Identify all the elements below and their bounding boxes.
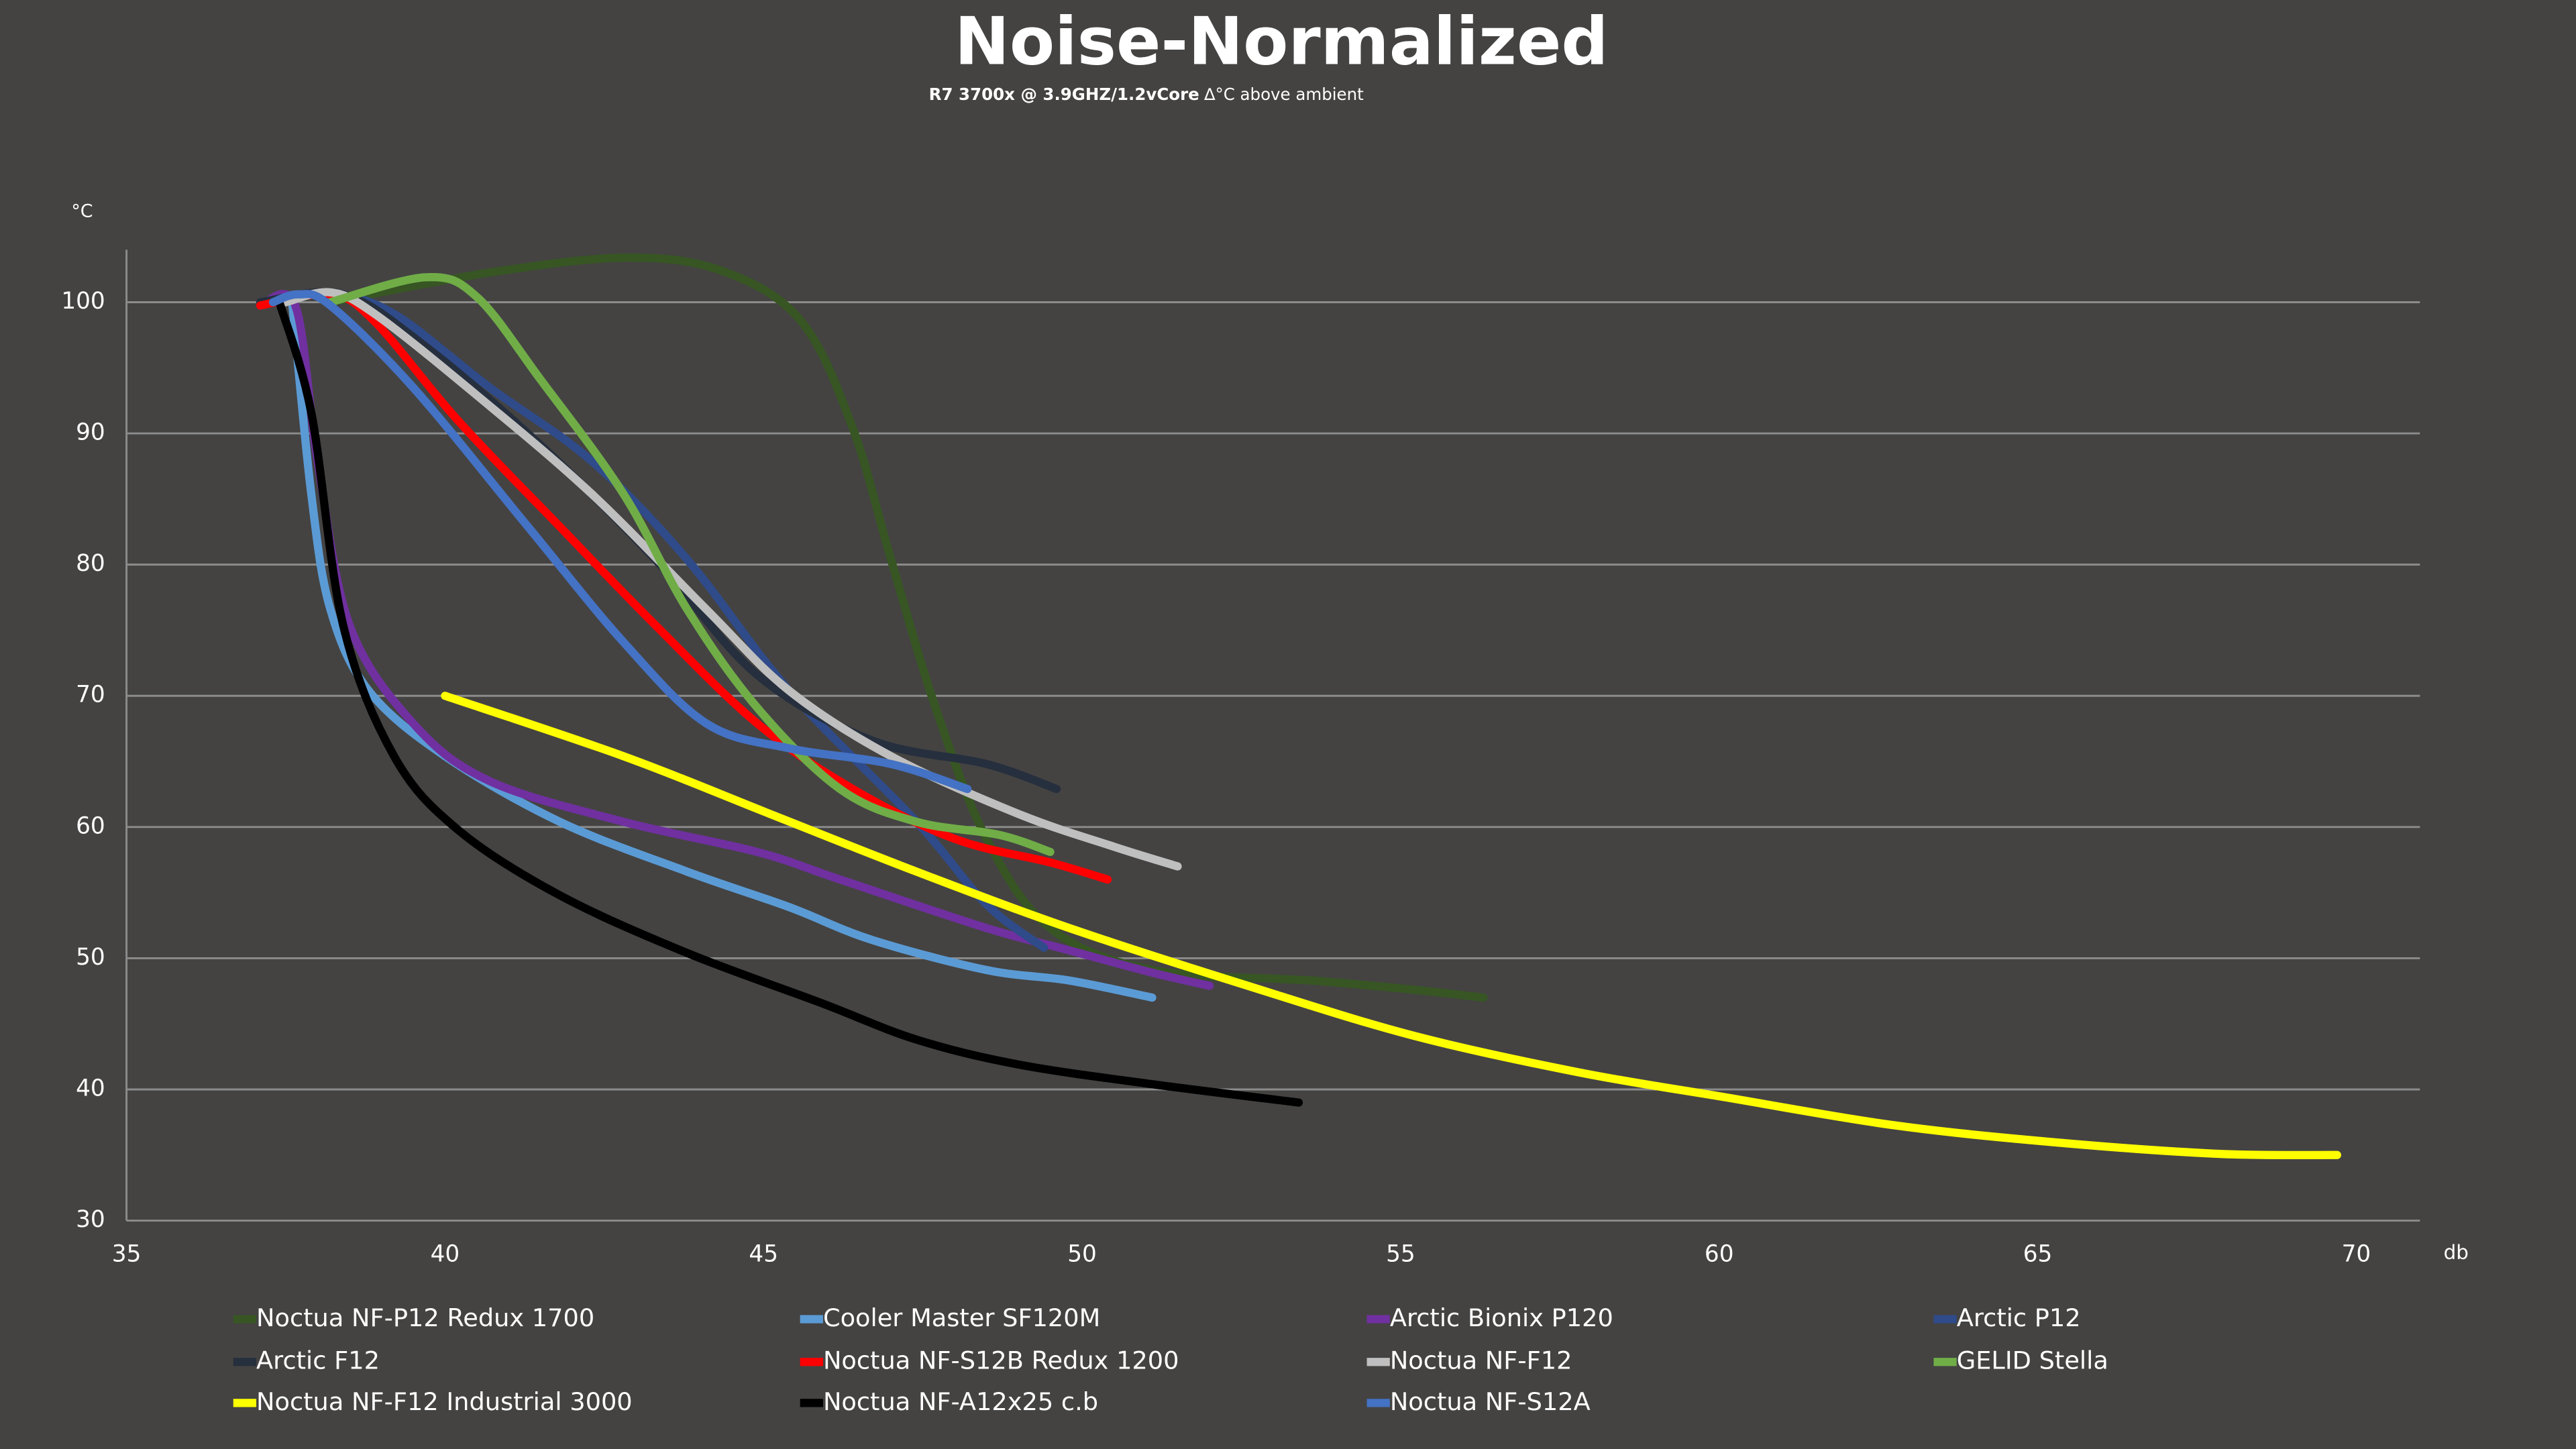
x-tick-label: 40	[431, 1241, 460, 1268]
x-tick-label: 55	[1386, 1241, 1415, 1268]
legend-label: Noctua NF-F12 Industrial 3000	[256, 1387, 633, 1416]
x-tick-label: 60	[1705, 1241, 1734, 1268]
x-tick-label: 35	[112, 1241, 142, 1268]
legend-label: GELID Stella	[1957, 1346, 2108, 1375]
x-tick-label: 65	[2023, 1241, 2053, 1268]
series-line	[275, 298, 1303, 1107]
series-line	[326, 273, 1055, 857]
y-tick-label: 30	[76, 1206, 105, 1233]
y-tick-label: 40	[76, 1075, 105, 1102]
legend-label: Arctic P12	[1957, 1303, 2081, 1332]
series-line	[326, 253, 1488, 1002]
series-line	[256, 290, 1049, 952]
x-axis-label: db	[2444, 1241, 2469, 1264]
legend-label: Noctua NF-P12 Redux 1700	[256, 1303, 594, 1332]
y-tick-label: 50	[76, 944, 105, 971]
series-line	[288, 298, 1157, 1002]
y-tick-label: 80	[76, 550, 105, 577]
legend-label: Arctic Bionix P120	[1390, 1303, 1613, 1332]
y-axis-label: °C	[71, 201, 93, 221]
y-tick-label: 90	[76, 419, 105, 446]
chart-subtitle: R7 3700x @ 3.9GHZ/1.2vCore	[929, 85, 1199, 104]
series-line	[441, 692, 2342, 1160]
series-line	[281, 288, 1182, 871]
x-tick-label: 50	[1067, 1241, 1097, 1268]
legend-label: Noctua NF-F12	[1390, 1346, 1572, 1375]
series-line	[268, 290, 972, 794]
legend-label: Noctua NF-A12x25 c.b	[823, 1387, 1098, 1416]
series-line	[256, 290, 1112, 884]
legend-label: Noctua NF-S12B Redux 1200	[823, 1346, 1179, 1375]
x-tick-label: 45	[749, 1241, 778, 1268]
y-tick-label: 60	[76, 812, 105, 839]
chart-subtitle-note: ∆°C above ambient	[1203, 85, 1364, 104]
chart-title: Noise-Normalized	[955, 3, 1609, 80]
y-tick-label: 70	[76, 682, 105, 708]
x-tick-label: 70	[2342, 1241, 2371, 1268]
legend-label: Cooler Master SF120M	[823, 1303, 1100, 1332]
legend-label: Arctic F12	[256, 1346, 380, 1375]
y-tick-label: 100	[61, 288, 105, 315]
legend-label: Noctua NF-S12A	[1390, 1387, 1591, 1416]
